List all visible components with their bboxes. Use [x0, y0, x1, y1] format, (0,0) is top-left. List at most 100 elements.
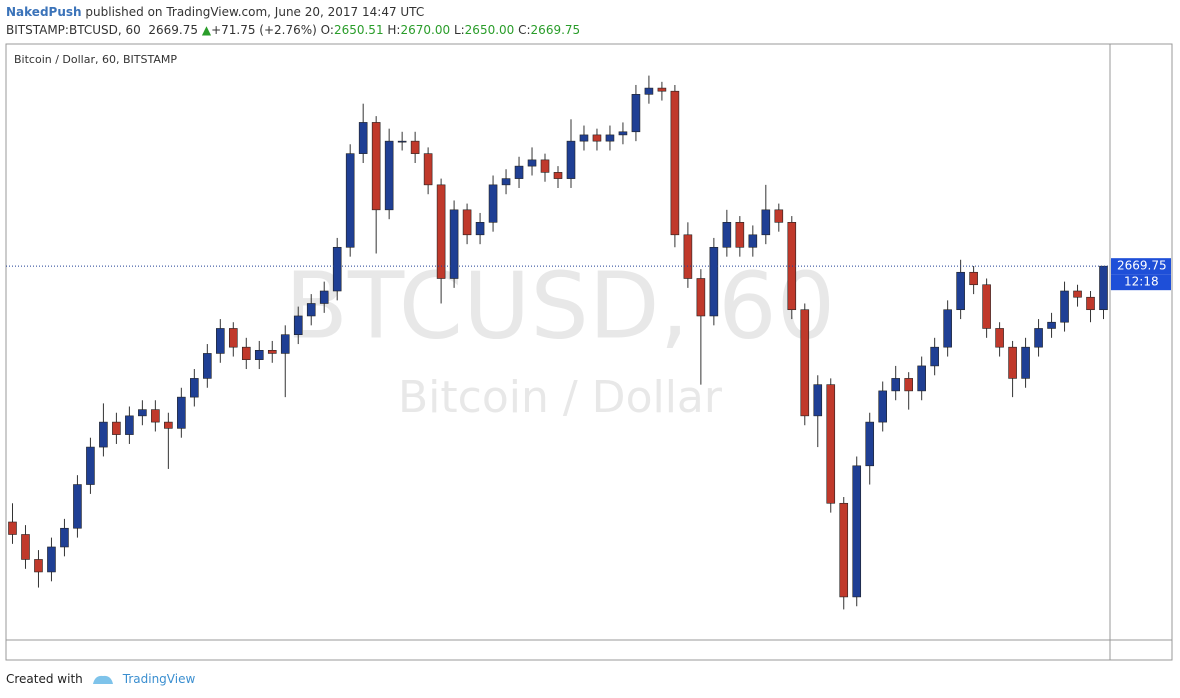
candle-body	[631, 94, 641, 133]
author[interactable]: NakedPush	[6, 5, 82, 19]
candle-body	[943, 309, 952, 348]
candles	[8, 75, 1108, 610]
candle-body	[332, 246, 342, 292]
candle-body	[982, 284, 991, 329]
candle-body	[800, 309, 810, 417]
candle-body	[190, 378, 199, 398]
candle-body	[86, 446, 95, 485]
candle-body	[384, 140, 394, 211]
candle-body	[462, 209, 472, 236]
candle-body	[1034, 328, 1043, 348]
last-price-badge	[1111, 258, 1171, 275]
candle-body	[735, 222, 745, 248]
candle-body	[956, 271, 965, 311]
candle-body	[1047, 321, 1056, 329]
candle-body	[839, 502, 849, 598]
countdown-label: 12:18	[1124, 275, 1159, 289]
candle-body	[112, 421, 121, 435]
candle-body	[995, 328, 1004, 348]
candle-body	[241, 346, 251, 360]
candle-body	[410, 140, 420, 154]
candle-body	[1073, 290, 1082, 298]
footer: Created with TradingView	[6, 672, 195, 686]
candle-body	[969, 271, 978, 286]
candle-body	[605, 134, 615, 142]
candle-body	[203, 353, 212, 379]
candle-body	[930, 346, 939, 367]
candle-body	[60, 527, 69, 548]
candle-body	[267, 350, 277, 354]
candle-body	[177, 396, 186, 429]
candle-body	[475, 222, 485, 236]
candle-body	[21, 534, 30, 560]
candle-body	[164, 421, 173, 429]
candle-body	[73, 484, 82, 529]
candle-body	[865, 421, 875, 467]
countdown-badge	[1111, 274, 1171, 291]
chart-frame	[5, 43, 1173, 661]
candle-body	[254, 350, 264, 360]
candle-body	[397, 140, 407, 143]
candle-body	[540, 159, 550, 173]
candle-body	[722, 222, 732, 248]
candle-body	[216, 328, 225, 354]
candle-body	[1021, 346, 1030, 379]
up-arrow: ▲	[201, 23, 212, 37]
candle-body	[34, 559, 43, 573]
candle-body	[813, 384, 823, 417]
h-value: 2670.00	[400, 23, 451, 37]
candle-body	[501, 178, 511, 186]
candle-body	[618, 131, 628, 136]
c-label: C:	[518, 23, 531, 37]
last-price-label: 2669.75	[1117, 259, 1167, 273]
l-value: 2650.00	[464, 23, 515, 37]
candle-body	[371, 122, 381, 211]
candle-body	[787, 222, 797, 311]
candle-body	[345, 153, 355, 248]
candle-body	[878, 390, 888, 423]
l-label: L:	[453, 23, 465, 37]
o-label: O:	[320, 23, 334, 37]
chart-title: Bitcoin / Dollar, 60, BITSTAMP	[14, 53, 177, 66]
tradingview-link[interactable]: TradingView	[122, 672, 196, 686]
price: 2669.75	[148, 23, 199, 37]
watermark: BTCUSD, 60	[285, 252, 835, 359]
candle-body	[683, 234, 693, 279]
tv-logo	[92, 675, 113, 684]
h-label: H:	[387, 23, 401, 37]
candle-body	[514, 165, 524, 179]
candle-body	[8, 521, 17, 535]
candle-body	[553, 172, 563, 179]
watermark-subtitle: Bitcoin / Dollar	[398, 372, 723, 423]
candle-body	[138, 409, 147, 417]
candle-body	[748, 234, 758, 248]
candle-body	[280, 334, 290, 354]
header: NakedPush published on TradingView.com, …	[6, 3, 580, 39]
symbol: BITSTAMP:BTCUSD, 60	[6, 23, 141, 37]
candle-body	[319, 290, 329, 304]
candle-body	[761, 209, 771, 236]
o-value: 2650.51	[333, 23, 384, 37]
candle-body	[151, 409, 160, 423]
axes: 2669.75 12:18	[6, 258, 1171, 291]
candle-body	[1008, 346, 1017, 379]
candle-body	[852, 465, 862, 598]
candle-body	[592, 134, 602, 142]
c-value: 2669.75	[530, 23, 581, 37]
candle-body	[670, 90, 680, 236]
candle-body	[696, 278, 706, 317]
candle-body	[125, 415, 134, 435]
candle-body	[358, 122, 368, 154]
candle-body	[47, 546, 56, 573]
candle-body	[527, 159, 537, 167]
candle-body	[436, 184, 446, 279]
change: +71.75 (+2.76%)	[211, 23, 317, 37]
candle-body	[449, 209, 459, 279]
candle-body	[904, 378, 913, 392]
candle-body	[99, 421, 108, 448]
created-with: Created with	[6, 672, 83, 686]
candle-body	[306, 303, 316, 317]
candle-body	[709, 246, 719, 317]
